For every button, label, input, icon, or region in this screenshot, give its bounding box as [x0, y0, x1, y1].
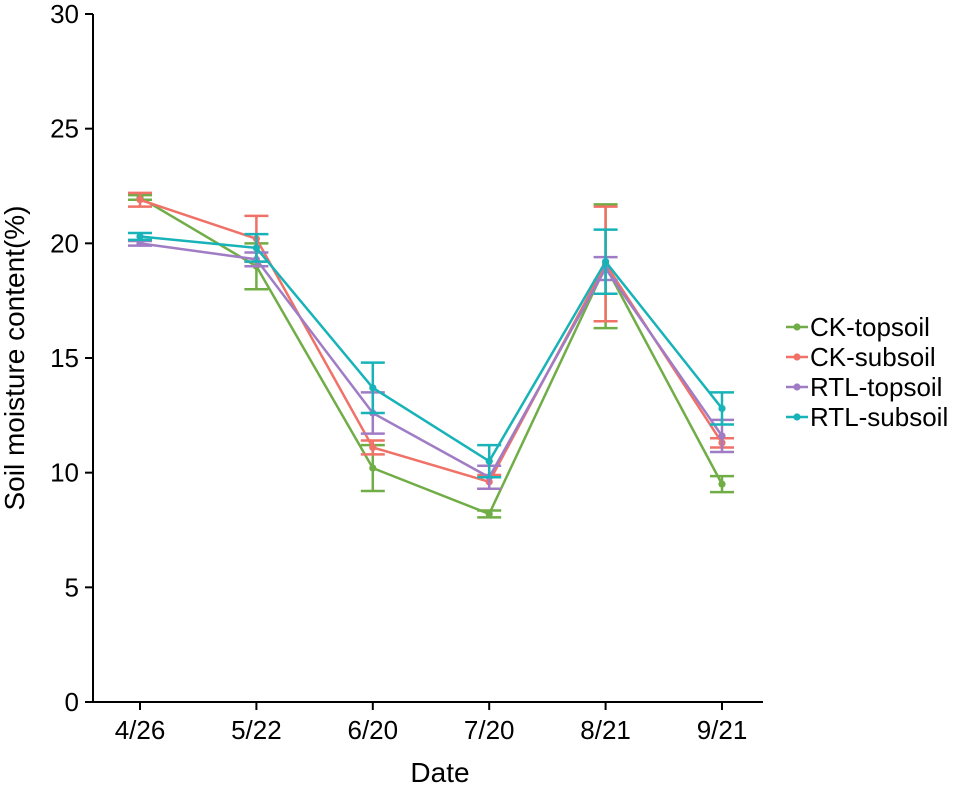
series-line — [139, 235, 723, 463]
x-tick-label: 9/21 — [697, 715, 748, 745]
data-point — [136, 239, 144, 247]
x-ticks: 4/26 5/22 6/20 7/20 8/21 9/21 — [115, 702, 748, 745]
y-tick-label: 5 — [65, 572, 79, 602]
legend-label: CK-subsoil — [810, 342, 936, 372]
legend-swatch-dot — [793, 383, 801, 391]
y-tick-label: 0 — [65, 687, 79, 717]
series-rtl-subsoil — [128, 228, 734, 479]
data-point — [485, 510, 493, 518]
legend-label: RTL-subsoil — [810, 402, 948, 432]
legend-swatch-dot — [793, 353, 801, 361]
y-tick-label: 30 — [50, 0, 79, 29]
legend-swatch-dot — [793, 413, 801, 421]
legend-swatch-dot — [793, 323, 801, 331]
legend-item-ck-subsoil: CK-subsoil — [786, 342, 936, 372]
data-point — [369, 443, 377, 452]
data-point — [718, 480, 726, 488]
legend: CK-topsoilCK-subsoilRTL-topsoilRTL-subso… — [786, 312, 948, 432]
data-point — [136, 232, 144, 241]
legend-label: CK-topsoil — [810, 312, 930, 342]
data-point — [602, 258, 610, 266]
x-tick-label: 8/21 — [580, 715, 631, 745]
data-point — [252, 244, 260, 252]
data-point — [369, 464, 377, 472]
y-tick-label: 10 — [50, 458, 79, 488]
data-point — [718, 432, 726, 440]
legend-label: RTL-topsoil — [810, 372, 942, 402]
series-line — [139, 196, 724, 516]
legend-item-ck-topsoil: CK-topsoil — [786, 312, 930, 342]
data-point — [369, 384, 377, 392]
x-axis-title: Date — [410, 757, 469, 788]
plot-series — [128, 191, 734, 519]
legend-item-rtl-topsoil: RTL-topsoil — [786, 372, 942, 402]
series-line — [139, 242, 724, 479]
y-ticks: 0 5 10 15 20 25 30 — [50, 0, 93, 717]
series-rtl-topsoil — [128, 239, 734, 490]
data-point — [136, 196, 144, 204]
series-line — [139, 198, 724, 484]
x-tick-label: 7/20 — [464, 715, 515, 745]
x-tick-label: 6/20 — [347, 715, 398, 745]
axes: 0 5 10 15 20 25 30 4/26 5/22 6/20 7/20 8/21 9/21 — [50, 0, 763, 745]
x-tick-label: 5/22 — [231, 715, 282, 745]
data-point — [485, 457, 493, 465]
data-point — [718, 404, 726, 413]
y-axis-title: Soil moisture content(%) — [0, 205, 30, 510]
y-tick-label: 15 — [50, 343, 79, 373]
legend-item-rtl-subsoil: RTL-subsoil — [786, 402, 948, 432]
x-tick-label: 4/26 — [115, 715, 166, 745]
y-tick-label: 20 — [50, 228, 79, 258]
series-ck-topsoil — [128, 193, 734, 519]
y-tick-label: 25 — [50, 114, 79, 144]
